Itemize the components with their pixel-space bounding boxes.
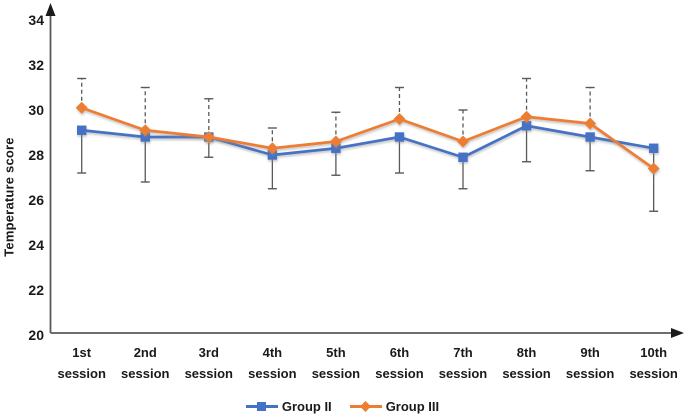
data-point-marker xyxy=(140,132,150,142)
x-category-label: session xyxy=(439,366,487,381)
legend-marker-icon xyxy=(360,400,372,412)
x-category-label: session xyxy=(248,366,296,381)
x-category-label: session xyxy=(185,366,233,381)
x-category-label: session xyxy=(312,366,360,381)
y-tick-label: 32 xyxy=(28,57,44,73)
x-category-label: session xyxy=(629,366,677,381)
x-category-label: 9th xyxy=(580,345,600,360)
y-tick-label: 24 xyxy=(28,237,44,253)
data-point-marker xyxy=(521,121,532,131)
data-point-marker xyxy=(647,162,660,175)
data-point-marker xyxy=(77,125,87,135)
legend-marker-icon xyxy=(257,401,267,411)
series-line xyxy=(81,106,655,170)
data-point-marker xyxy=(267,150,278,160)
x-category-label: 3rd xyxy=(199,345,219,360)
chart-legend: Group II Group III xyxy=(0,397,685,415)
data-point-marker xyxy=(393,113,406,125)
x-axis-arrow-icon xyxy=(671,328,684,338)
y-tick-label: 30 xyxy=(28,102,44,118)
x-category-label: 8th xyxy=(517,345,537,360)
x-category-label: 2nd xyxy=(134,345,157,360)
x-category-label: 5th xyxy=(326,345,346,360)
x-category-label: session xyxy=(375,366,423,381)
error-bars xyxy=(77,125,659,212)
data-point-marker xyxy=(331,143,341,153)
series-group-iii xyxy=(75,101,660,175)
x-category-label: session xyxy=(566,366,614,381)
y-tick-label: 26 xyxy=(28,192,44,208)
data-point-marker xyxy=(394,132,405,142)
data-point-marker xyxy=(75,101,88,114)
error-bars xyxy=(77,77,595,149)
legend-label: Group II xyxy=(281,398,332,414)
x-category-label: session xyxy=(502,366,550,381)
y-tick-label: 20 xyxy=(28,327,44,343)
data-point-marker xyxy=(202,131,215,143)
x-category-label: session xyxy=(57,366,105,381)
data-point-marker xyxy=(648,143,659,153)
x-category-label: 1st xyxy=(72,345,91,360)
x-category-label: 4th xyxy=(263,345,283,360)
x-category-label: 10th xyxy=(640,345,667,360)
data-point-marker xyxy=(520,110,533,123)
legend-item-group-iii: Group III xyxy=(349,398,440,414)
y-tick-label: 34 xyxy=(28,12,44,28)
legend-item-group-ii: Group II xyxy=(245,398,332,414)
data-point-marker xyxy=(457,135,469,148)
y-tick-label: 28 xyxy=(28,147,44,163)
y-tick-label: 22 xyxy=(28,282,44,298)
x-category-label: 6th xyxy=(390,345,410,360)
data-point-marker xyxy=(458,152,468,162)
series-line xyxy=(81,124,654,159)
x-category-label: 7th xyxy=(453,345,473,360)
data-point-marker xyxy=(585,132,595,142)
x-category-label: session xyxy=(121,366,169,381)
data-point-marker xyxy=(139,124,152,137)
diamond-marker-icon xyxy=(349,400,382,412)
y-axis-arrow-icon xyxy=(45,3,56,16)
square-marker-icon xyxy=(245,401,278,411)
legend-label: Group III xyxy=(385,398,440,414)
series-group-ii xyxy=(77,121,659,162)
